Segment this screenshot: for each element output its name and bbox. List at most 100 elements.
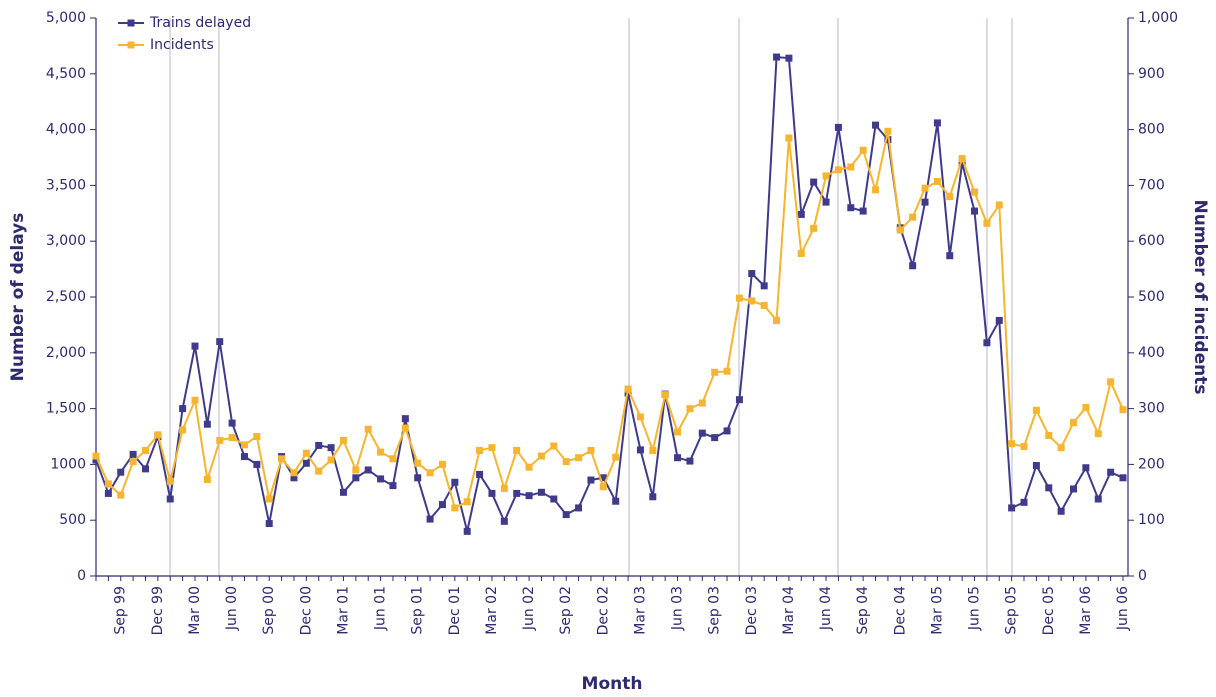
point bbox=[884, 127, 892, 135]
x-tick-label: Dec 00 bbox=[298, 586, 314, 635]
point bbox=[141, 465, 149, 473]
point bbox=[599, 474, 607, 482]
y2-tick-label: 600 bbox=[1138, 233, 1165, 249]
x-tick-label: Mar 01 bbox=[335, 586, 351, 635]
y-tick-label: 0 bbox=[77, 568, 86, 584]
point bbox=[661, 391, 669, 399]
point bbox=[104, 480, 112, 488]
point bbox=[834, 123, 842, 131]
point bbox=[1008, 440, 1016, 448]
point bbox=[760, 282, 768, 290]
point bbox=[1057, 444, 1065, 452]
point bbox=[389, 482, 397, 490]
point bbox=[352, 474, 360, 482]
x-tick-label: Sep 00 bbox=[261, 586, 277, 635]
point bbox=[760, 301, 768, 309]
point bbox=[1082, 464, 1090, 472]
point bbox=[1094, 430, 1102, 438]
point bbox=[971, 207, 979, 215]
x-axis-title: Month bbox=[582, 674, 643, 694]
x-tick-label: Sep 03 bbox=[707, 586, 723, 635]
y2-tick-label: 500 bbox=[1138, 289, 1165, 305]
point bbox=[364, 466, 372, 474]
y2-tick-label: 900 bbox=[1138, 66, 1165, 82]
point bbox=[488, 489, 496, 497]
point bbox=[364, 425, 372, 433]
point bbox=[500, 484, 508, 492]
point bbox=[624, 385, 632, 393]
x-tick-label: Dec 04 bbox=[892, 586, 908, 635]
point bbox=[401, 424, 409, 432]
x-tick-label: Jun 06 bbox=[1115, 586, 1131, 631]
point bbox=[1032, 406, 1040, 414]
point bbox=[1107, 378, 1115, 386]
point bbox=[216, 436, 224, 444]
point bbox=[636, 413, 644, 421]
point bbox=[476, 470, 484, 478]
x-tick-label: Jun 03 bbox=[670, 586, 686, 631]
point bbox=[513, 489, 521, 497]
point bbox=[649, 446, 657, 454]
point bbox=[834, 166, 842, 174]
point bbox=[488, 444, 496, 452]
y-tick-label: 5,000 bbox=[46, 10, 86, 26]
x-tick-label: Mar 05 bbox=[929, 586, 945, 635]
point bbox=[1119, 406, 1127, 414]
point bbox=[401, 415, 409, 423]
point bbox=[674, 428, 682, 436]
y-axis-title: Number of delays bbox=[8, 213, 28, 382]
point bbox=[377, 475, 385, 483]
point bbox=[302, 459, 310, 467]
point bbox=[995, 316, 1003, 324]
point bbox=[500, 517, 508, 525]
point bbox=[315, 467, 323, 475]
point bbox=[117, 491, 125, 499]
point bbox=[525, 463, 533, 471]
point bbox=[748, 270, 756, 278]
point bbox=[1057, 507, 1065, 515]
point bbox=[983, 219, 991, 227]
x-tick-label: Sep 04 bbox=[855, 586, 871, 635]
x-tick-label: Dec 05 bbox=[1041, 586, 1057, 635]
x-tick-label: Dec 02 bbox=[595, 586, 611, 635]
point bbox=[129, 458, 137, 466]
y2-axis-title: Number of incidents bbox=[1190, 200, 1210, 395]
x-tick-label: Sep 99 bbox=[113, 586, 129, 635]
point bbox=[810, 224, 818, 232]
x-tick-label: Mar 02 bbox=[484, 586, 500, 635]
point bbox=[352, 466, 360, 474]
point bbox=[414, 459, 422, 467]
point bbox=[612, 497, 620, 505]
legend-marker bbox=[127, 41, 135, 49]
point bbox=[339, 436, 347, 444]
point bbox=[166, 495, 174, 503]
point bbox=[451, 504, 459, 512]
x-tick-label: Mar 04 bbox=[781, 586, 797, 635]
point bbox=[612, 453, 620, 461]
point bbox=[995, 201, 1003, 209]
point bbox=[698, 399, 706, 407]
point bbox=[265, 495, 273, 503]
point bbox=[438, 501, 446, 509]
point bbox=[537, 488, 545, 496]
point bbox=[191, 396, 199, 404]
x-tick-label: Dec 03 bbox=[744, 586, 760, 635]
point bbox=[785, 134, 793, 142]
point bbox=[265, 520, 273, 528]
x-tick-label: Jun 05 bbox=[967, 586, 983, 631]
point bbox=[599, 483, 607, 491]
point bbox=[1032, 462, 1040, 470]
point bbox=[872, 121, 880, 129]
point bbox=[240, 453, 248, 461]
point bbox=[562, 458, 570, 466]
point bbox=[723, 427, 731, 435]
point bbox=[711, 434, 719, 442]
point bbox=[339, 488, 347, 496]
point bbox=[748, 297, 756, 305]
point bbox=[884, 136, 892, 144]
point bbox=[933, 119, 941, 127]
legend-label: Incidents bbox=[150, 37, 214, 53]
point bbox=[414, 474, 422, 482]
x-tick-label: Sep 01 bbox=[410, 586, 426, 635]
point bbox=[686, 457, 694, 465]
